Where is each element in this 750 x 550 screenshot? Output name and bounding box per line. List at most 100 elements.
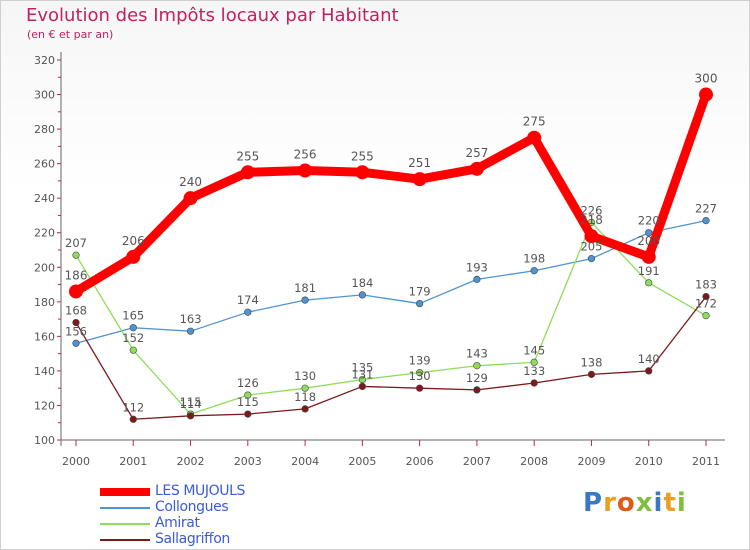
data-label: 191: [638, 264, 660, 278]
data-point: [186, 412, 195, 420]
legend-label: LES MUJOULS: [155, 483, 245, 499]
data-point: [702, 293, 710, 301]
data-point: [412, 172, 427, 187]
data-label: 172: [695, 297, 717, 311]
data-point: [645, 367, 653, 375]
data-label: 240: [179, 175, 202, 189]
data-point: [301, 384, 309, 392]
data-label: 193: [466, 260, 488, 274]
data-label: 114: [180, 397, 202, 411]
y-tick-label: 200: [34, 261, 55, 274]
labels-les-mujouls: 186 206 240 255 256 255 251 257 275 218 206 300: [65, 72, 718, 283]
x-tick-label: 2004: [291, 455, 319, 468]
y-tick-label: 220: [34, 227, 55, 240]
logo-letter: t: [663, 488, 677, 518]
data-label: 255: [351, 149, 374, 163]
data-point: [587, 255, 596, 263]
data-point: [186, 327, 195, 335]
data-point: [301, 296, 309, 304]
legend-label: Amirat: [155, 515, 200, 531]
data-point: [129, 415, 137, 423]
series-line: [75, 219, 707, 344]
data-point: [129, 324, 137, 332]
logo-letter: x: [635, 488, 654, 518]
x-tick-label: 2010: [635, 455, 663, 468]
y-tick-label: 100: [34, 434, 55, 447]
data-point: [530, 379, 538, 387]
data-point: [645, 279, 653, 287]
data-point: [530, 358, 538, 366]
chart-subtitle: (en € et par an): [27, 28, 114, 41]
data-label: 275: [523, 115, 546, 129]
data-point: [702, 217, 710, 225]
data-point: [358, 291, 366, 299]
data-label: 181: [294, 281, 316, 295]
data-label: 135: [351, 361, 373, 375]
logo-letter: r: [603, 488, 617, 518]
x-tick-label: 2008: [520, 455, 548, 468]
data-point: [126, 249, 141, 264]
data-label: 140: [638, 352, 660, 366]
data-point: [416, 384, 424, 392]
data-label: 186: [65, 268, 88, 282]
data-point: [244, 391, 252, 399]
data-label: 130: [409, 369, 431, 383]
y-tick-label: 260: [34, 158, 55, 171]
data-label: 133: [523, 364, 545, 378]
data-point: [69, 284, 83, 299]
data-label: 220: [638, 214, 660, 228]
data-label: 130: [294, 369, 316, 383]
data-point: [473, 386, 481, 394]
series-les-mujouls: [69, 87, 713, 299]
x-tick-label: 2011: [692, 455, 720, 468]
data-point: [416, 369, 424, 377]
data-label: 118: [294, 390, 316, 404]
data-point: [469, 161, 484, 176]
data-point: [527, 130, 542, 145]
data-point: [358, 375, 366, 384]
data-point: [72, 339, 80, 347]
data-label: 163: [180, 312, 202, 326]
data-point: [416, 299, 424, 308]
data-label: 174: [237, 293, 259, 307]
logo-letter: i: [676, 488, 687, 518]
y-tick-label: 240: [34, 192, 55, 205]
data-label: 205: [580, 240, 602, 254]
legend-swatch: [100, 539, 150, 541]
data-label: 257: [465, 146, 488, 160]
data-label: 300: [695, 72, 718, 86]
data-point: [355, 165, 370, 180]
data-label: 218: [580, 213, 603, 227]
x-tick-label: 2001: [119, 455, 147, 468]
logo-letter: i: [653, 488, 664, 518]
legend-swatch: [100, 488, 150, 496]
y-tick-label: 280: [34, 123, 55, 136]
data-point: [244, 410, 252, 418]
data-label: 139: [409, 354, 431, 368]
data-label: 138: [580, 355, 602, 369]
data-point: [240, 165, 255, 180]
data-label: 145: [523, 343, 545, 357]
series-line: [75, 295, 707, 420]
data-point: [645, 229, 653, 237]
data-point: [702, 312, 710, 320]
data-label: 112: [122, 400, 144, 414]
y-tick-label: 160: [34, 330, 55, 343]
legend-label: Sallagriffon: [155, 531, 230, 547]
data-point: [584, 229, 599, 244]
data-point: [301, 405, 309, 413]
data-point: [358, 382, 366, 391]
data-point: [244, 308, 252, 316]
x-tick-label: 2009: [577, 455, 605, 468]
data-label: 227: [695, 202, 717, 216]
series-collongues: [72, 217, 710, 347]
data-label: 143: [466, 347, 488, 361]
data-point: [298, 163, 313, 178]
data-label: 251: [408, 156, 431, 170]
data-label: 126: [237, 376, 259, 390]
series-amirat: [72, 218, 710, 418]
data-label: 165: [122, 309, 144, 323]
data-label: 168: [65, 304, 87, 318]
